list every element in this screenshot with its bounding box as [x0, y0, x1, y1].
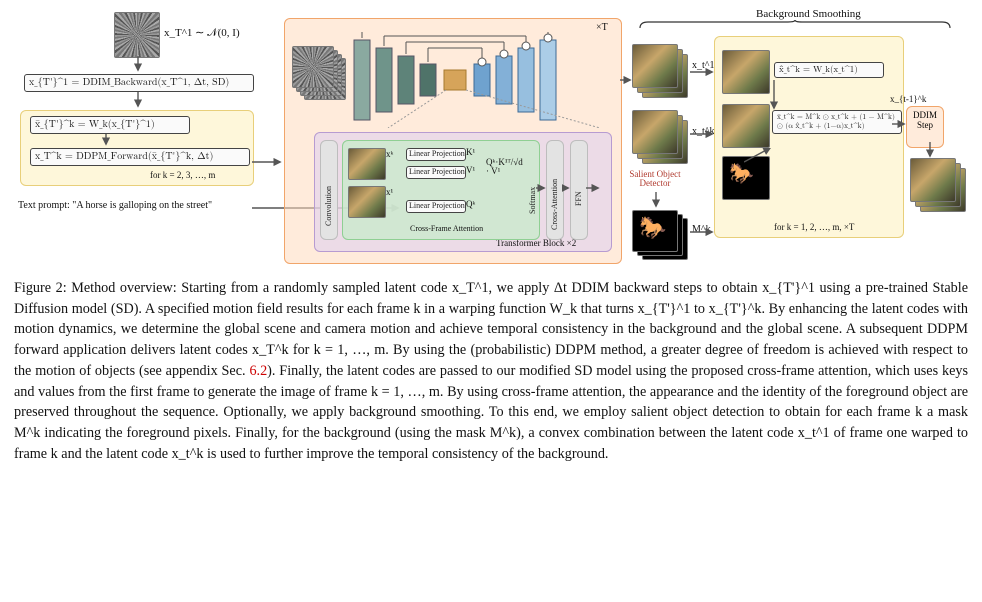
salient-detector-label: Salient Object Detector	[628, 170, 682, 189]
eq-ddpm-forward: x_T^k = DDPM_Forward(x̄_{T'}^k, Δt)	[30, 148, 250, 166]
x1-label: x¹	[386, 188, 393, 198]
noise-latent-icon	[114, 12, 158, 56]
arrow-icon	[892, 120, 908, 128]
eq-warp-right: x̂_t^k = W_k(x_t^1)	[774, 62, 884, 78]
eq-convex: x̄_t^k = M^k ⊙ x_t^k + (1 − M^k) ⊙ (α x̂…	[772, 110, 902, 134]
eq-warp: x̄_{T'}^k = W_k(x_{T'}^1)	[30, 116, 190, 134]
ffn-label: FFN	[574, 191, 583, 206]
frame-xk-icon	[348, 148, 384, 178]
page: { "figure": { "noise_init": "x_T^1 ∼ 𝒩(0…	[0, 0, 982, 602]
arrow-icon	[132, 56, 144, 74]
caption-ref: 6.2	[249, 363, 267, 379]
K1-label: K¹	[466, 148, 475, 158]
conv-label: Convolution	[324, 186, 333, 226]
xk-thumb	[722, 104, 768, 146]
arrow-icon	[536, 184, 548, 192]
figure-caption: Figure 2: Method overview: Starting from…	[14, 278, 968, 465]
arrow-icon	[252, 156, 284, 168]
arrow-icon	[586, 184, 602, 192]
arrow-icon	[100, 134, 112, 148]
V1-label: V¹	[466, 166, 475, 176]
linproj-k: Linear Projection	[406, 148, 466, 161]
arrow-icon	[690, 228, 716, 236]
horse-silhouette-icon: 🐎	[639, 215, 666, 241]
x-t-minus1-label: x_{t-1}^k	[890, 94, 926, 104]
arrow-icon	[562, 184, 572, 192]
arrow-icon	[690, 68, 716, 76]
xk-label: xᵏ	[386, 150, 393, 160]
cross-attention-label: Cross-Attention	[550, 179, 559, 230]
ddim-step-label: DDIM Step	[913, 110, 937, 130]
linproj-q: Linear Projection	[406, 200, 466, 213]
for-k-right: for k = 1, 2, …, m, ×T	[774, 222, 854, 232]
warped-x1-thumb	[722, 50, 768, 92]
frames-xk-stack	[632, 110, 688, 166]
bracket-icon	[638, 20, 952, 30]
cross-frame-attention-label: Cross-Frame Attention	[410, 224, 483, 233]
arrow-icon	[744, 148, 774, 166]
output-frames-stack	[910, 158, 966, 214]
text-prompt: Text prompt: "A horse is galloping on th…	[18, 200, 278, 211]
noise-init-label: x_T^1 ∼ 𝒩(0, I)	[164, 26, 240, 40]
Qk-label: Qᵏ	[466, 200, 475, 210]
frames-x1-stack	[632, 44, 688, 100]
linproj-v: Linear Projection	[406, 166, 466, 179]
mask-stack: 🐎	[632, 210, 688, 262]
unet-icon	[348, 32, 616, 128]
arrow-icon	[768, 80, 780, 112]
for-k-left: for k = 2, 3, …, m	[150, 170, 215, 180]
arrow-icon	[690, 130, 716, 138]
frame-x1-icon	[348, 186, 384, 216]
arrow-icon	[650, 192, 662, 210]
arrow-icon	[620, 76, 634, 84]
caption-figtag: Figure 2: Method overview:	[14, 280, 177, 296]
bg-smoothing-header: Background Smoothing	[756, 8, 861, 20]
figure-2: x_T^1 ∼ 𝒩(0, I) x_{T'}^1 = DDIM_Backward…	[14, 6, 968, 266]
eq-ddim-backward: x_{T'}^1 = DDIM_Backward(x_T^1, Δt, SD)	[24, 74, 254, 92]
attn-eq: Qᵏ·K¹ᵀ/√d · V¹	[486, 158, 524, 177]
latent-stack-icon	[292, 46, 346, 108]
arrow-icon	[924, 142, 936, 160]
arrow-icon	[132, 92, 144, 110]
